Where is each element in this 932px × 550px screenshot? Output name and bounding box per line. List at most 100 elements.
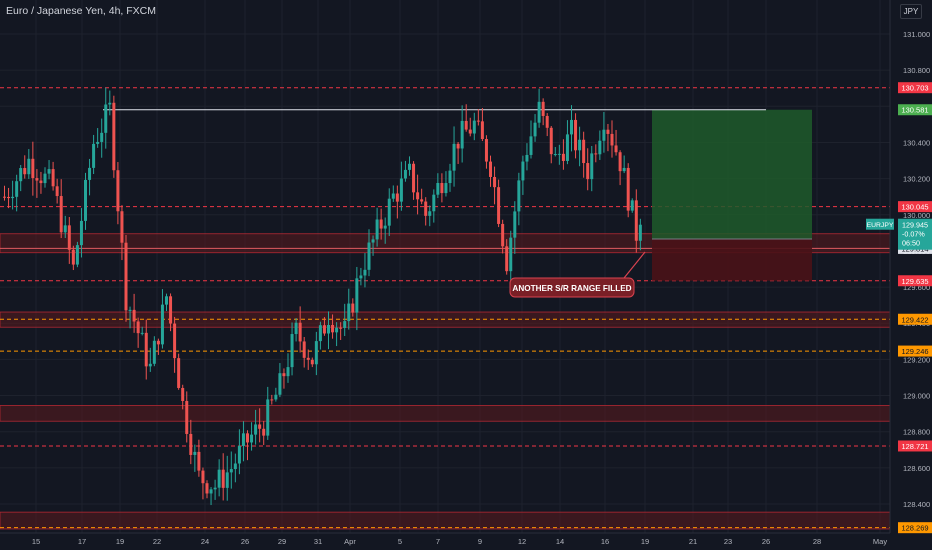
candle-body — [529, 136, 533, 155]
time-tick-label: 29 — [278, 537, 286, 546]
candle — [302, 336, 306, 368]
candle — [484, 135, 488, 169]
candle-body — [84, 179, 87, 221]
candle — [160, 289, 164, 349]
current-price-tag: EURJPY 129.945-0.07%06:50 — [866, 218, 932, 250]
candle — [108, 90, 112, 116]
candle-body — [371, 239, 375, 243]
candle — [582, 131, 586, 178]
candle — [197, 439, 201, 477]
candle-body — [298, 322, 302, 342]
candle-body — [59, 196, 63, 233]
time-tick-label: 28 — [813, 537, 821, 546]
candle-body — [513, 211, 517, 238]
candle — [124, 235, 128, 322]
annotation-text: ANOTHER S/R RANGE FILLED — [512, 284, 631, 293]
candle-body — [160, 304, 164, 345]
candle — [148, 347, 152, 372]
time-tick-label: May — [873, 537, 887, 546]
candle — [246, 430, 249, 461]
candle — [19, 164, 23, 192]
candle-body — [294, 322, 298, 335]
candle — [286, 353, 290, 383]
current-price-line: 129.945 — [902, 221, 928, 230]
price-tick-label: 129.200 — [903, 355, 930, 364]
candle-body — [375, 219, 379, 240]
time-tick-label: 22 — [153, 537, 161, 546]
candle-body — [241, 433, 245, 446]
candle — [116, 162, 120, 225]
candle — [189, 419, 193, 465]
candle-body — [302, 341, 306, 358]
candle — [574, 113, 578, 159]
candle-body — [497, 187, 501, 224]
candle-body — [557, 153, 561, 155]
candle-body — [480, 121, 484, 140]
candle — [262, 420, 266, 446]
price-tick-label: 130.400 — [903, 138, 930, 147]
candle-body — [464, 120, 468, 130]
candle-body — [598, 140, 602, 155]
candle-body — [233, 463, 237, 470]
candle-body — [335, 327, 339, 333]
candle — [213, 479, 217, 500]
currency-button[interactable]: JPY — [900, 4, 922, 19]
candle — [570, 105, 573, 152]
candle — [489, 155, 492, 187]
candle-body — [343, 321, 347, 328]
candle-body — [622, 167, 626, 172]
candle-body — [432, 194, 436, 212]
candle-body — [533, 122, 537, 137]
candle — [480, 108, 484, 142]
price-tick-label: 128.400 — [903, 500, 930, 509]
candle-body — [75, 245, 79, 265]
candle — [493, 166, 497, 205]
time-tick-label: Apr — [344, 537, 356, 546]
candle-body — [120, 211, 124, 243]
candle-body — [610, 133, 614, 146]
candle-body — [217, 469, 221, 488]
price-tick-label: 130.200 — [903, 175, 930, 184]
candle — [310, 357, 314, 368]
candle — [177, 353, 181, 390]
candle — [88, 158, 92, 196]
candle-body — [440, 182, 444, 194]
candle-body — [460, 120, 464, 149]
candle — [84, 172, 87, 230]
candle — [448, 163, 452, 192]
time-tick-label: 12 — [518, 537, 526, 546]
candle — [250, 422, 254, 451]
candle — [606, 123, 610, 152]
candle-body — [638, 224, 642, 241]
candle-body — [626, 167, 630, 211]
candle-body — [614, 145, 618, 153]
orange-level-tag: 128.269 — [898, 522, 932, 534]
candle — [156, 338, 160, 355]
candle — [387, 188, 391, 237]
candle — [233, 453, 237, 483]
candle-body — [606, 129, 610, 134]
candle — [47, 160, 51, 180]
candle-body — [634, 200, 638, 241]
candle-body — [493, 176, 497, 188]
candle — [590, 145, 594, 192]
candle-body — [221, 469, 225, 488]
candle — [476, 109, 480, 126]
candle — [444, 171, 448, 197]
candle — [254, 409, 258, 445]
candle-body — [618, 152, 622, 172]
time-tick-label: 5 — [398, 537, 402, 546]
candle — [322, 317, 326, 336]
candle — [602, 111, 606, 153]
candle-body — [379, 219, 383, 229]
position-stop-area — [652, 238, 812, 281]
candle — [412, 161, 416, 200]
candle-body — [15, 181, 19, 197]
candle-body — [476, 120, 480, 122]
candle — [294, 318, 298, 342]
candle — [217, 459, 221, 497]
candle — [456, 141, 460, 164]
candle-body — [11, 196, 15, 199]
candle — [298, 306, 302, 353]
